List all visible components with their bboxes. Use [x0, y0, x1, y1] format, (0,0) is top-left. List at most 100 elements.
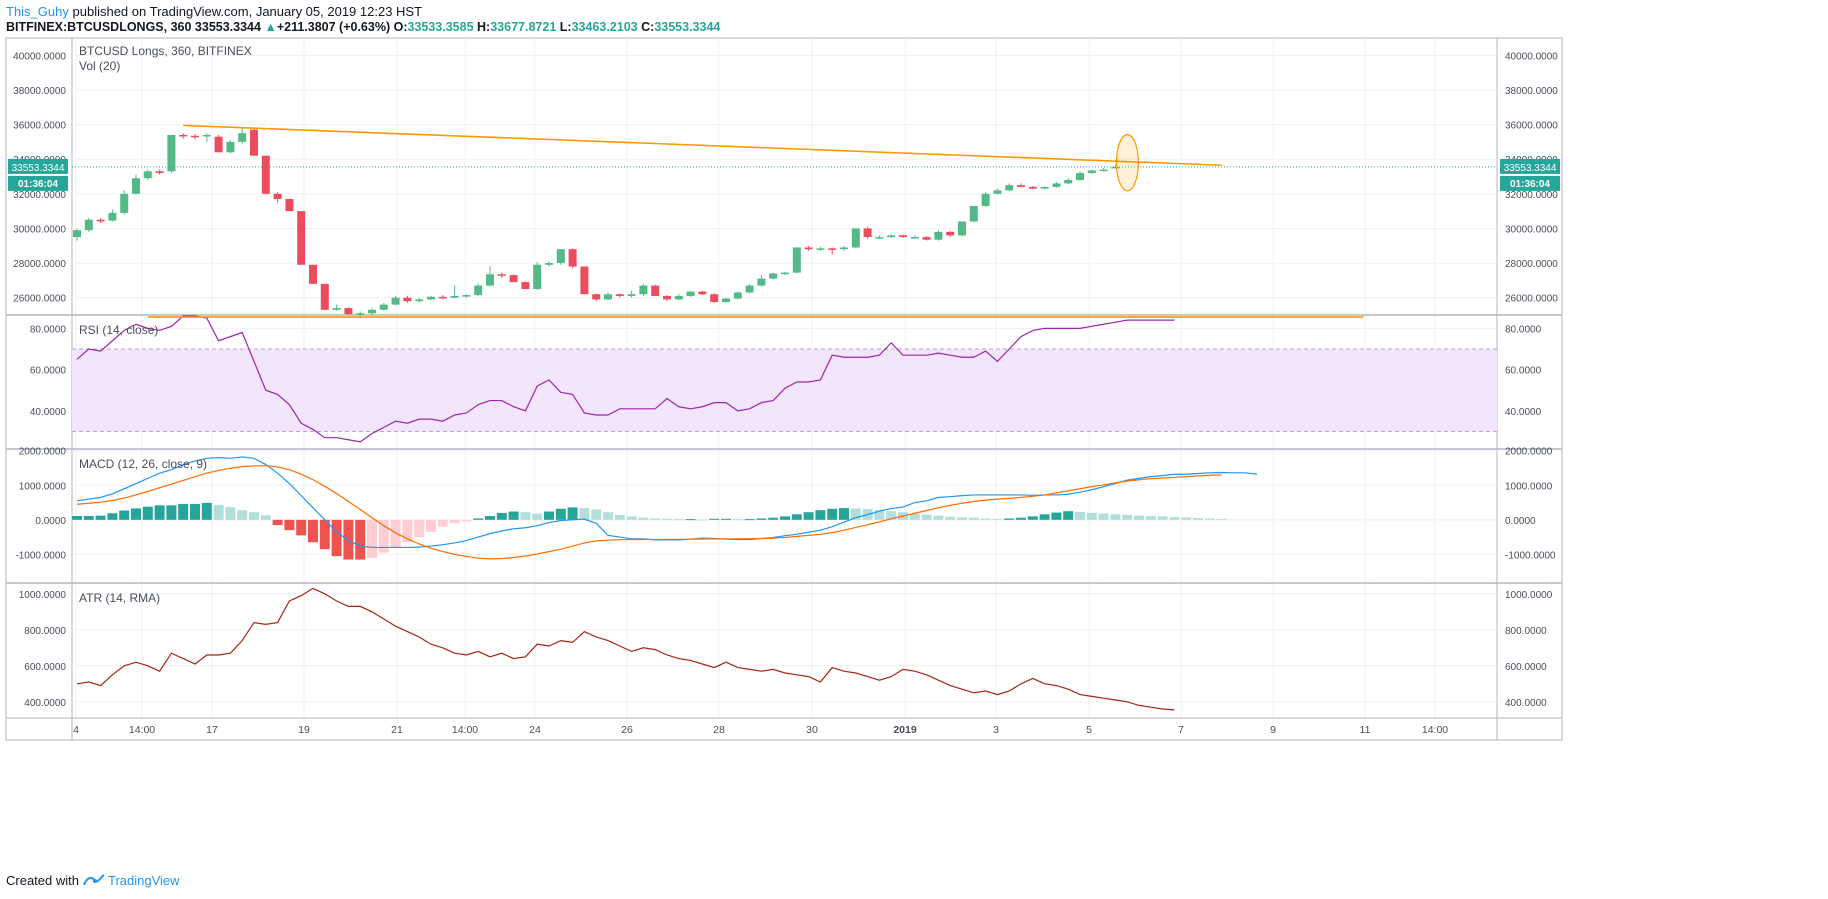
x-tick-label: 26 [621, 724, 633, 736]
candle-body [297, 211, 306, 265]
candle-body [509, 275, 518, 283]
macd-histogram-bar [614, 514, 625, 520]
candle-body [462, 295, 471, 297]
macd-histogram-bar [331, 519, 342, 557]
macd-histogram-bar [426, 519, 436, 532]
y-tick-label-right: 38000.0000 [1505, 86, 1558, 97]
candle-body [261, 155, 270, 194]
macd-histogram-bar [260, 515, 271, 520]
macd-histogram-bar [1134, 515, 1144, 520]
macd-histogram-bar [555, 508, 566, 520]
macd-histogram-bar [1004, 518, 1015, 520]
y-tick-label-right: 600.0000 [1505, 662, 1547, 673]
candle-body [143, 171, 152, 179]
macd-histogram-bar [709, 518, 720, 520]
macd-histogram-bar [1063, 511, 1074, 520]
candle-body [804, 247, 813, 250]
y-tick-label-left: 60.0000 [30, 366, 67, 377]
candle-body [733, 292, 742, 299]
last-value: 33553.3344 [194, 20, 261, 34]
macd-histogram-bar [874, 510, 885, 520]
tradingview-link[interactable]: TradingView [108, 873, 180, 888]
candle-body [427, 296, 435, 300]
footer: Created with TradingView [6, 873, 180, 890]
candle-body [604, 294, 612, 300]
y-tick-label-right: 30000.0000 [1505, 224, 1558, 235]
macd-histogram-bar [107, 513, 118, 520]
author-link[interactable]: This_Guhy [6, 4, 69, 19]
publish-info: This_Guhy published on TradingView.com, … [6, 4, 422, 19]
y-tick-label-left: 0.0000 [35, 516, 66, 527]
y-tick-label-left: 400.0000 [24, 698, 66, 709]
x-tick-label: 4 [73, 724, 79, 736]
macd-histogram-bar [532, 513, 543, 520]
macd-histogram-bar [178, 503, 189, 520]
macd-histogram-bar [1169, 517, 1180, 520]
candle-body [686, 291, 695, 296]
macd-histogram-bar [1157, 516, 1168, 520]
candle-body [521, 282, 530, 290]
tradingview-logo-icon [82, 873, 105, 890]
candle-body [273, 193, 282, 200]
macd-histogram-bar [803, 512, 814, 520]
y-tick-label-left: 32000.0000 [13, 190, 66, 201]
candle-body [155, 171, 164, 174]
x-tick-label: 21 [391, 724, 403, 736]
macd-histogram-bar [567, 507, 578, 520]
y-tick-label-left: 28000.0000 [13, 259, 66, 270]
macd-histogram-bar [638, 517, 649, 520]
y-tick-label-left: 80.0000 [30, 324, 67, 335]
candle-body [403, 297, 412, 302]
candle-body [863, 228, 872, 238]
y-tick-label-right: 2000.0000 [1505, 447, 1553, 458]
symbol-line: BITFINEX:BTCUSDLONGS, 360 [6, 20, 192, 34]
y-tick-label-left: 36000.0000 [13, 121, 66, 132]
candle-body [356, 313, 365, 315]
macd-histogram-bar [1204, 518, 1215, 520]
candle-body [910, 237, 919, 239]
candle-body [226, 141, 235, 153]
macd-histogram-bar [697, 519, 708, 521]
x-tick-label: 3 [993, 724, 999, 736]
candle-body [1052, 183, 1061, 187]
close-label: C: [641, 20, 655, 34]
candle-body [781, 272, 789, 275]
y-tick-label-left: 26000.0000 [13, 294, 66, 305]
candle-body [1005, 185, 1014, 191]
x-tick-label: 14:00 [129, 724, 155, 736]
y-tick-label-right: 0.0000 [1505, 516, 1536, 527]
atr-title: ATR (14, RMA) [79, 591, 160, 605]
candle-body [1099, 169, 1108, 172]
candle-body [179, 134, 188, 137]
price-label-left-bg [8, 158, 68, 174]
open-label: O: [393, 20, 408, 34]
atr-line [76, 587, 1175, 711]
high-value: 33677.8721 [490, 20, 557, 34]
macd-histogram-bar [249, 512, 259, 520]
macd-histogram-bar [980, 518, 991, 520]
macd-title: MACD (12, 26, close, 9) [79, 457, 207, 471]
y-tick-label-right: 400.0000 [1505, 698, 1547, 709]
candle-body [993, 190, 1002, 194]
macd-histogram-bar [461, 519, 472, 522]
macd-histogram-bar [827, 508, 838, 520]
candle-body [320, 283, 329, 310]
macd-histogram-bar [626, 516, 637, 520]
macd-histogram-bar [721, 518, 731, 520]
candle-body [1028, 186, 1037, 189]
macd-histogram-bar [933, 515, 944, 520]
price-label-right-bg [1500, 158, 1560, 174]
candle-body [769, 273, 778, 279]
candle-body [556, 249, 565, 264]
candle-body [1111, 166, 1120, 169]
x-tick-label: 19 [298, 724, 310, 736]
created-with-text: Created with [6, 873, 79, 888]
close-value: 33553.3344 [654, 20, 721, 34]
candle-body [840, 247, 848, 250]
macd-histogram-bar [437, 519, 448, 527]
candle-body [332, 308, 341, 310]
macd-histogram-bar [142, 506, 153, 520]
candle-body [132, 178, 140, 194]
x-tick-label: 14:00 [1422, 724, 1448, 736]
